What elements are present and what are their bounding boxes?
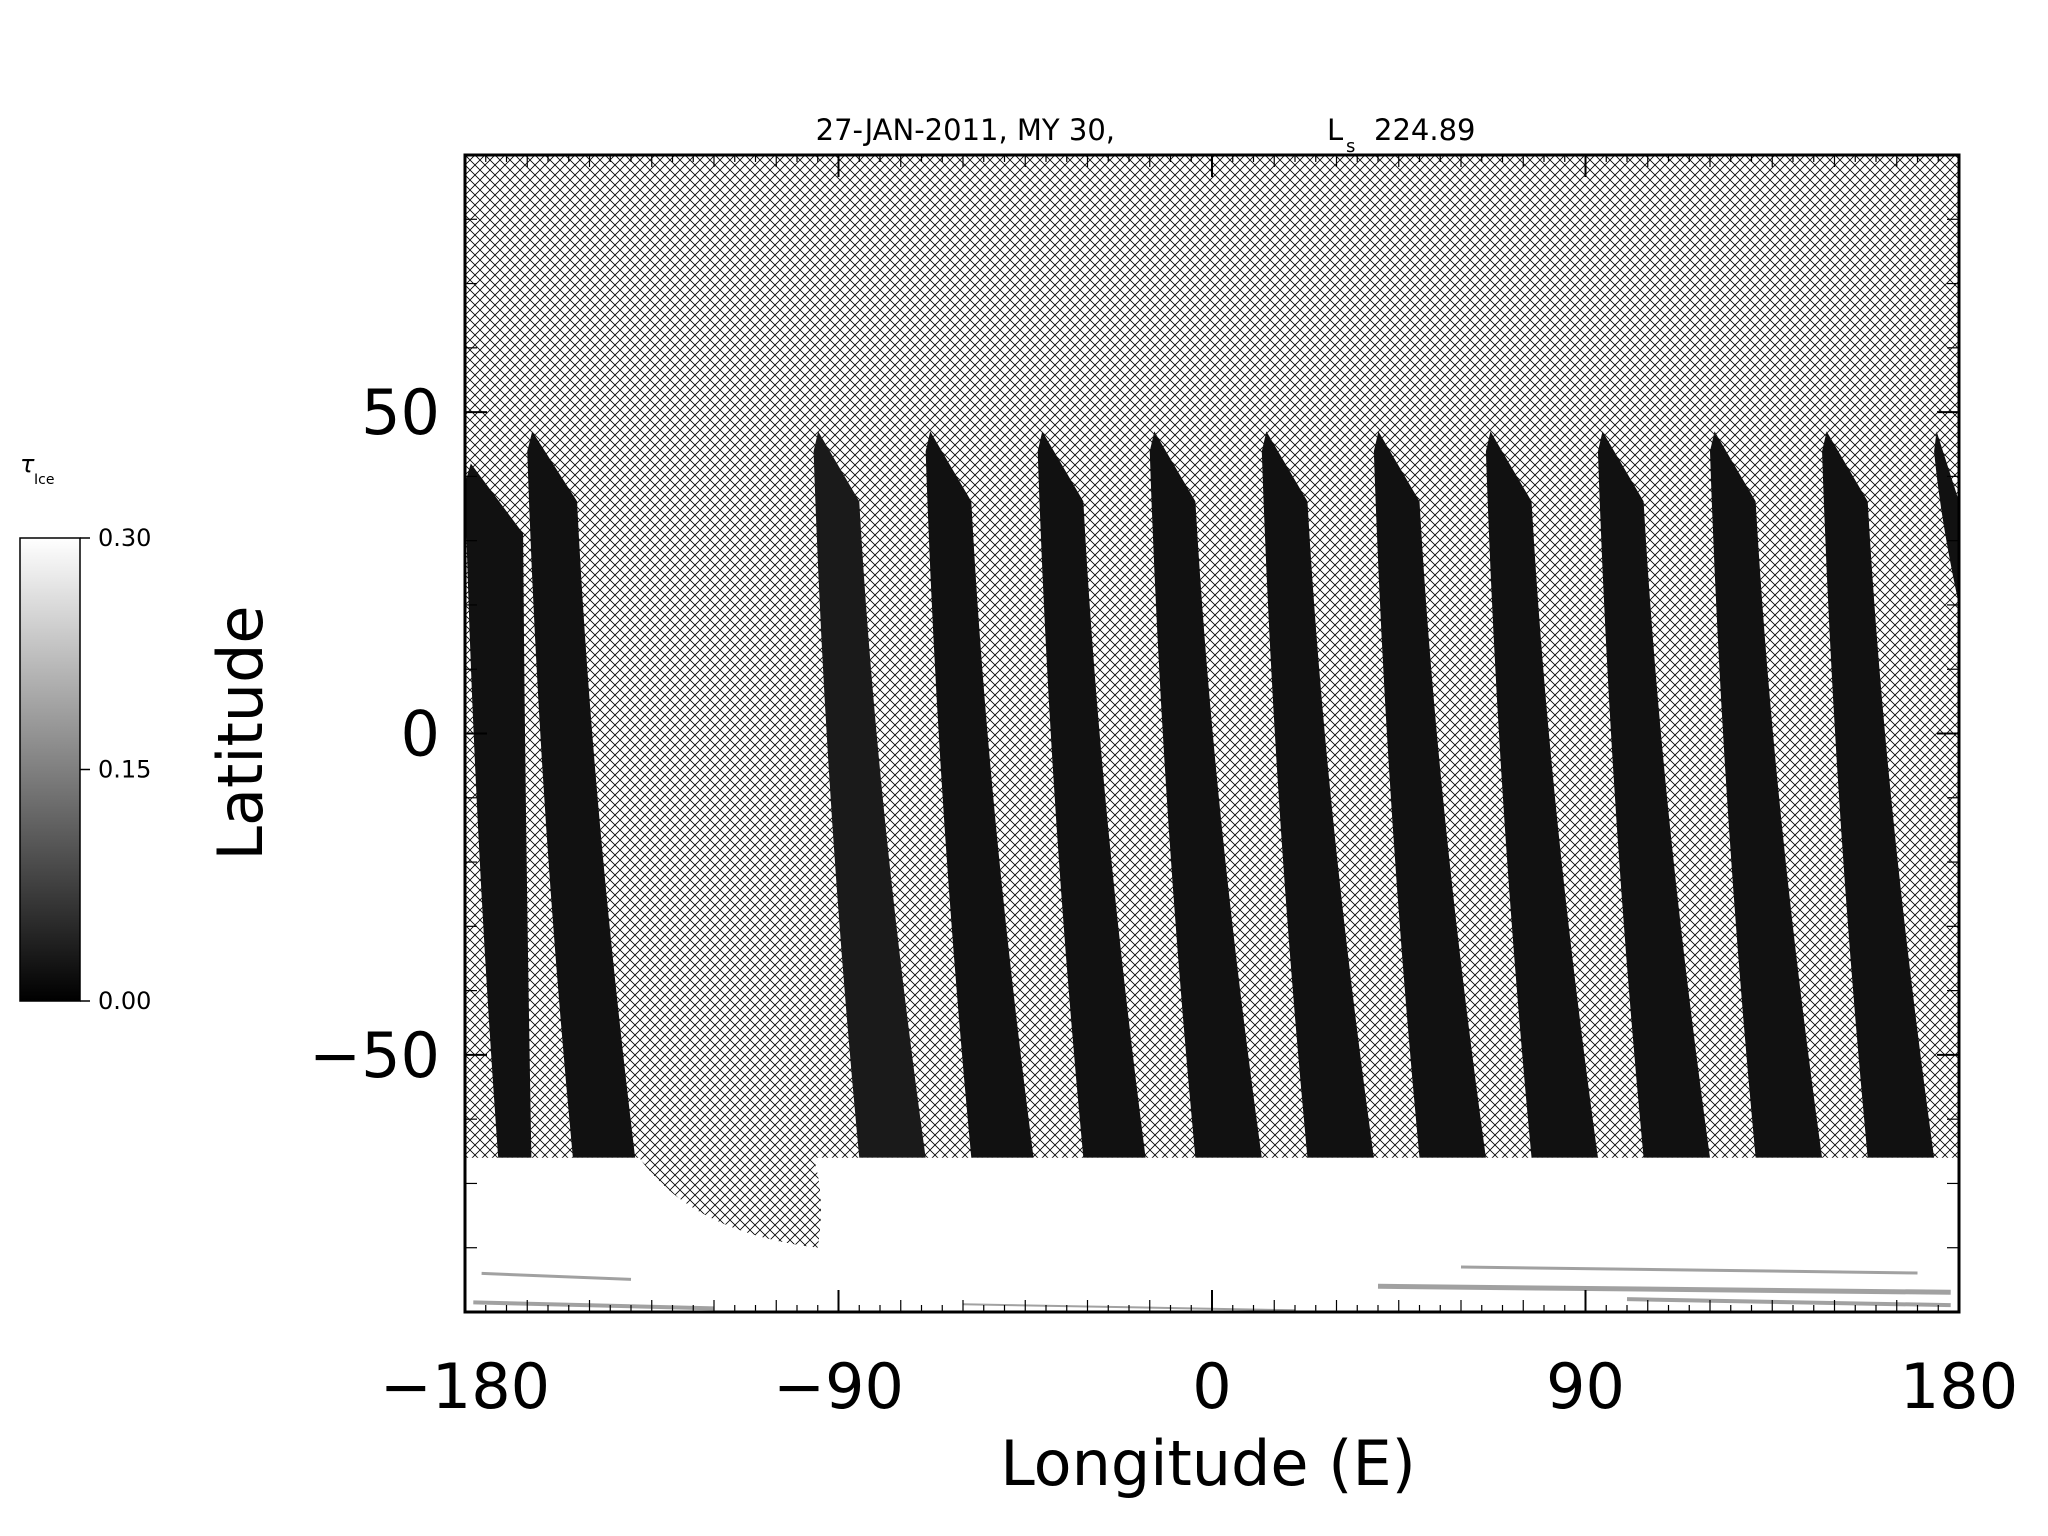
swath-8 [1373, 431, 1486, 1158]
chart-title-ls-symbol: L [1327, 113, 1343, 147]
y-axis-label: Latitude [204, 605, 277, 860]
swath-4 [925, 431, 1034, 1158]
colorbar-symbol: τ [20, 450, 35, 478]
x-tick-label: −180 [380, 1350, 550, 1423]
swath-1 [465, 463, 532, 1158]
colorbar-ticks: 0.30 0.15 0.00 [80, 524, 151, 1015]
swath-layer [465, 431, 1959, 1158]
colorbar: τ Ice 0.30 0.15 0.00 [19, 450, 151, 1015]
x-tick-label: 180 [1900, 1350, 2018, 1423]
swath-12 [1822, 431, 1935, 1158]
swath-7 [1261, 431, 1374, 1158]
swath-11 [1710, 431, 1823, 1158]
y-tick-label: −50 [309, 1019, 440, 1092]
x-tick-label: 0 [1192, 1350, 1231, 1423]
chart-title: 27-JAN-2011, MY 30, [816, 113, 1115, 147]
y-tick-labels: 50 0 −50 [309, 376, 440, 1092]
polar-texture-2 [481, 1271, 632, 1281]
swath-9 [1485, 431, 1598, 1158]
plot-area [463, 153, 1961, 1314]
chart-title-ls-value: 224.89 [1374, 113, 1475, 147]
y-tick-label: 0 [401, 698, 440, 771]
swath-2 [527, 431, 636, 1158]
colorbar-tick-label: 0.00 [98, 987, 151, 1015]
colorbar-tick-label: 0.15 [98, 756, 151, 784]
y-tick-label: 50 [361, 376, 440, 449]
polar-band-fill [465, 1157, 1959, 1312]
swath-13 [1934, 431, 1959, 605]
colorbar-tick-label: 0.30 [98, 524, 151, 552]
x-axis-label: Longitude (E) [1000, 1427, 1416, 1500]
x-tick-label: 90 [1546, 1350, 1625, 1423]
swath-10 [1597, 431, 1710, 1158]
x-tick-labels: −180 −90 0 90 180 [380, 1350, 2018, 1423]
chart-title-ls-subscript: s [1346, 136, 1355, 157]
colorbar-subscript: Ice [34, 472, 54, 488]
swath-5 [1037, 431, 1146, 1158]
colorbar-gradient [19, 537, 81, 1002]
swath-6 [1149, 431, 1262, 1158]
x-tick-label: −90 [773, 1350, 904, 1423]
polar-texture-3 [1377, 1283, 1951, 1295]
swath-3 [813, 431, 926, 1158]
polar-texture-1 [473, 1300, 715, 1311]
tick-layer [464, 154, 1960, 1313]
polar-texture-4 [1460, 1265, 1918, 1275]
